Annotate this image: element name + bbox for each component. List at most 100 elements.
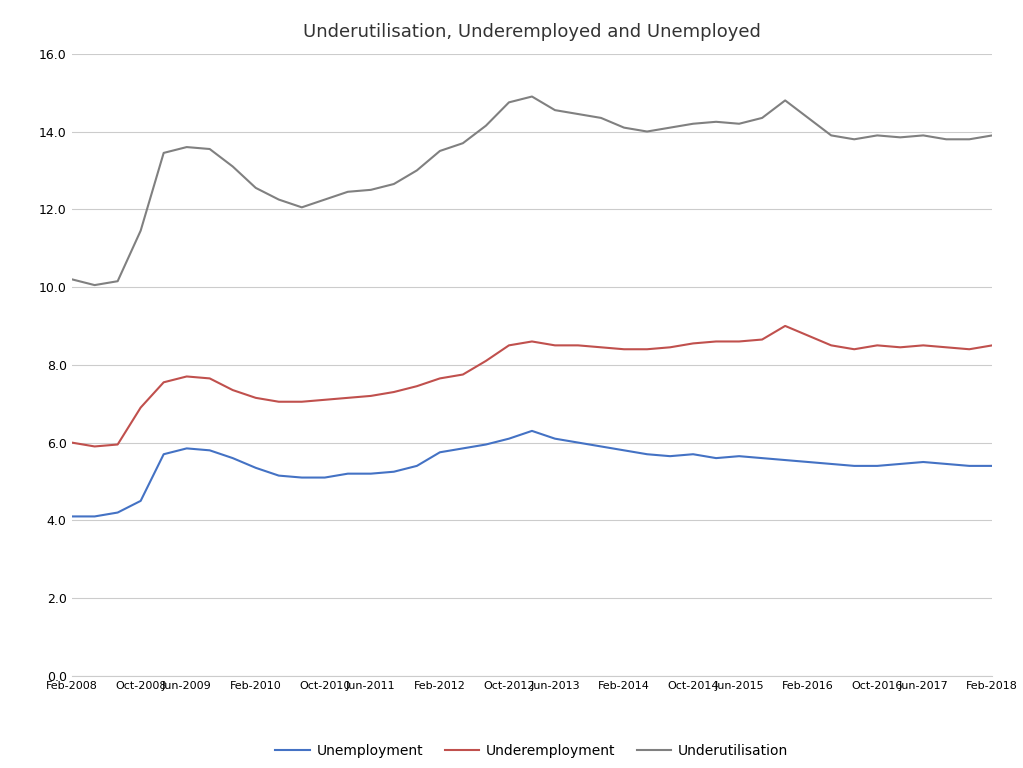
Underemployment bbox=[272, 397, 284, 406]
Line: Unemployment: Unemployment bbox=[72, 431, 992, 516]
Underemployment bbox=[687, 339, 700, 348]
Unemployment bbox=[456, 444, 469, 453]
Line: Underutilisation: Underutilisation bbox=[72, 97, 992, 285]
Underutilisation bbox=[250, 184, 262, 193]
Underemployment bbox=[640, 345, 654, 354]
Underemployment bbox=[112, 440, 124, 449]
Underemployment bbox=[180, 372, 192, 381]
Unemployment bbox=[940, 459, 952, 468]
Line: Underemployment: Underemployment bbox=[72, 326, 992, 446]
Underutilisation bbox=[825, 131, 837, 140]
Underemployment bbox=[480, 356, 492, 366]
Unemployment bbox=[802, 458, 814, 467]
Unemployment bbox=[342, 469, 354, 478]
Underemployment bbox=[250, 393, 262, 402]
Underutilisation bbox=[526, 92, 538, 101]
Unemployment bbox=[135, 496, 147, 505]
Underutilisation bbox=[780, 96, 792, 105]
Underutilisation bbox=[871, 131, 883, 140]
Underutilisation bbox=[802, 114, 814, 123]
Underemployment bbox=[319, 396, 331, 405]
Underemployment bbox=[594, 343, 607, 352]
Unemployment bbox=[963, 462, 975, 471]
Underutilisation bbox=[756, 114, 768, 123]
Underutilisation bbox=[434, 147, 446, 156]
Underemployment bbox=[89, 442, 101, 451]
Unemployment bbox=[319, 473, 331, 482]
Underutilisation bbox=[456, 138, 469, 147]
Underutilisation bbox=[963, 134, 975, 144]
Unemployment bbox=[548, 434, 561, 443]
Underutilisation bbox=[180, 143, 192, 152]
Underutilisation bbox=[640, 127, 654, 136]
Underutilisation bbox=[388, 180, 400, 189]
Underemployment bbox=[986, 341, 998, 350]
Underemployment bbox=[227, 386, 239, 395]
Underutilisation bbox=[572, 109, 584, 118]
Underutilisation bbox=[480, 121, 492, 131]
Unemployment bbox=[250, 463, 262, 472]
Underutilisation bbox=[112, 276, 124, 286]
Underemployment bbox=[917, 341, 929, 350]
Underutilisation bbox=[411, 166, 424, 175]
Underemployment bbox=[364, 392, 376, 401]
Underemployment bbox=[756, 335, 768, 344]
Unemployment bbox=[894, 459, 906, 468]
Underutilisation bbox=[894, 133, 906, 142]
Unemployment bbox=[65, 511, 78, 521]
Underemployment bbox=[296, 397, 308, 406]
Underutilisation bbox=[342, 187, 354, 197]
Unemployment bbox=[272, 471, 284, 480]
Underutilisation bbox=[986, 131, 998, 140]
Unemployment bbox=[756, 453, 768, 462]
Unemployment bbox=[112, 508, 124, 517]
Underemployment bbox=[825, 341, 837, 350]
Underemployment bbox=[848, 345, 860, 354]
Underutilisation bbox=[65, 275, 78, 284]
Unemployment bbox=[158, 449, 170, 458]
Underutilisation bbox=[204, 144, 216, 154]
Underemployment bbox=[434, 374, 446, 383]
Underutilisation bbox=[848, 134, 860, 144]
Unemployment bbox=[526, 426, 538, 435]
Underutilisation bbox=[687, 119, 700, 128]
Underemployment bbox=[780, 321, 792, 330]
Unemployment bbox=[732, 452, 745, 461]
Unemployment bbox=[618, 445, 630, 455]
Underemployment bbox=[710, 337, 722, 346]
Underemployment bbox=[204, 374, 216, 383]
Underemployment bbox=[411, 382, 424, 391]
Underutilisation bbox=[732, 119, 745, 128]
Title: Underutilisation, Underemployed and Unemployed: Underutilisation, Underemployed and Unem… bbox=[303, 23, 761, 41]
Underemployment bbox=[548, 341, 561, 350]
Unemployment bbox=[687, 449, 700, 458]
Underemployment bbox=[618, 345, 630, 354]
Unemployment bbox=[364, 469, 376, 478]
Underemployment bbox=[456, 370, 469, 379]
Underemployment bbox=[135, 403, 147, 412]
Underemployment bbox=[963, 345, 975, 354]
Underutilisation bbox=[364, 185, 376, 194]
Underutilisation bbox=[227, 162, 239, 171]
Unemployment bbox=[664, 452, 676, 461]
Underutilisation bbox=[89, 280, 101, 290]
Underutilisation bbox=[664, 123, 676, 132]
Underutilisation bbox=[135, 226, 147, 235]
Unemployment bbox=[640, 449, 654, 458]
Underutilisation bbox=[940, 134, 952, 144]
Unemployment bbox=[780, 455, 792, 465]
Underutilisation bbox=[917, 131, 929, 140]
Unemployment bbox=[572, 438, 584, 447]
Underemployment bbox=[732, 337, 745, 346]
Unemployment bbox=[434, 448, 446, 457]
Unemployment bbox=[503, 434, 515, 443]
Underemployment bbox=[664, 343, 676, 352]
Unemployment bbox=[594, 442, 607, 451]
Unemployment bbox=[710, 453, 722, 462]
Unemployment bbox=[296, 473, 308, 482]
Underutilisation bbox=[296, 203, 308, 212]
Unemployment bbox=[89, 511, 101, 521]
Unemployment bbox=[227, 453, 239, 462]
Underemployment bbox=[388, 387, 400, 396]
Underutilisation bbox=[710, 118, 722, 127]
